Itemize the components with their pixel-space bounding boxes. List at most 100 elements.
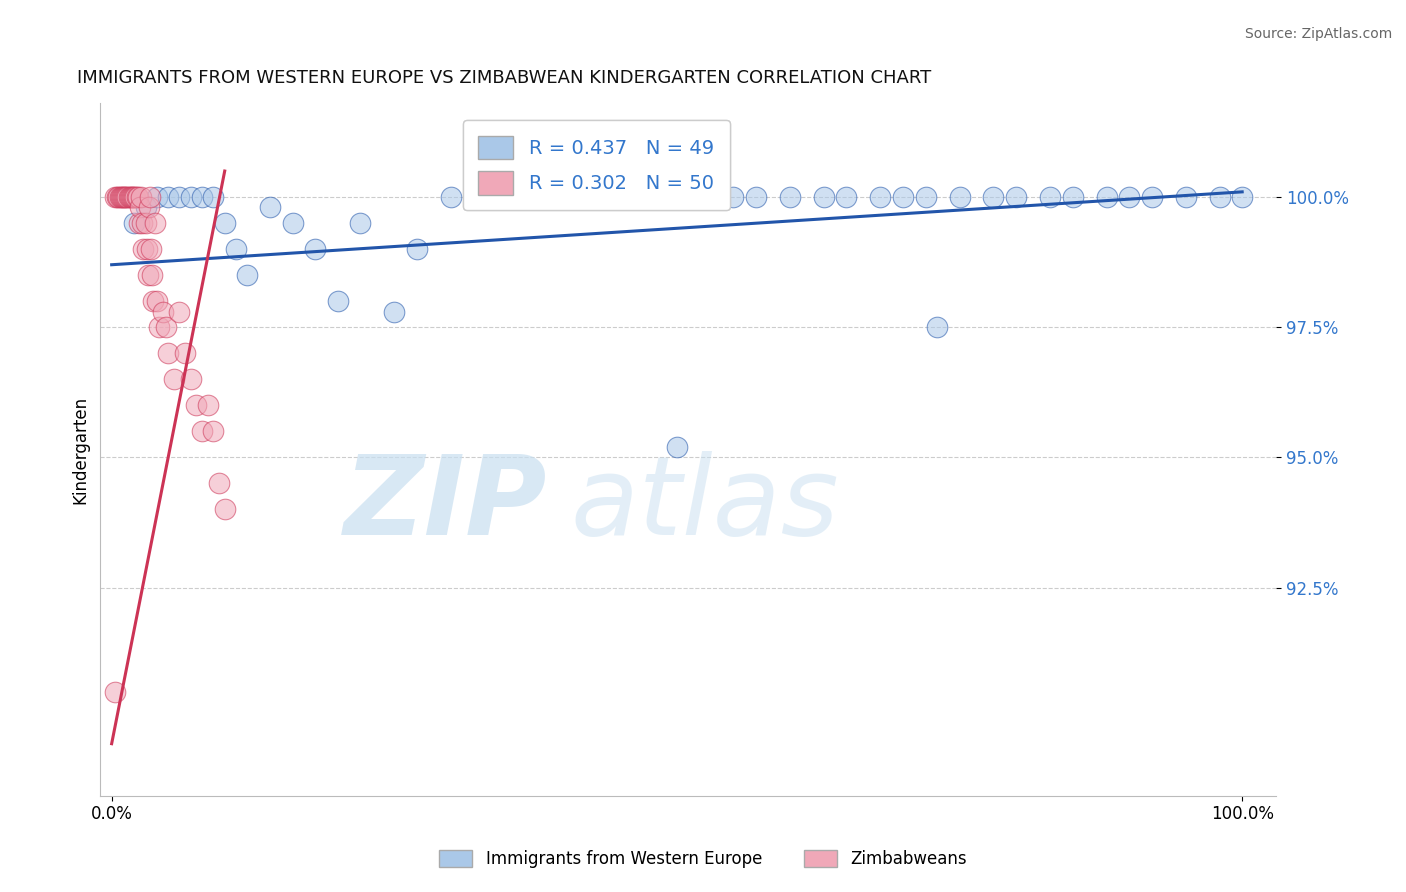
Point (132, 242, 155, 256)
Y-axis label: Kindergarten: Kindergarten (72, 395, 89, 504)
Point (121, 190, 143, 204)
Point (508, 190, 530, 204)
Point (108, 190, 131, 204)
Point (869, 190, 891, 204)
Point (146, 190, 169, 204)
Point (208, 476, 231, 491)
Point (136, 268, 159, 282)
Point (129, 190, 152, 204)
Point (225, 242, 247, 256)
Point (169, 304, 191, 318)
Point (723, 190, 745, 204)
Point (609, 190, 631, 204)
Text: ZIP: ZIP (343, 451, 547, 558)
Point (157, 190, 180, 204)
Point (259, 201, 281, 215)
Point (191, 190, 214, 204)
Point (118, 190, 141, 204)
Point (142, 294, 165, 309)
Point (1005, 190, 1028, 204)
Point (135, 242, 157, 256)
Point (643, 190, 665, 204)
Point (148, 320, 170, 334)
Point (835, 190, 858, 204)
Point (191, 425, 214, 439)
Point (665, 190, 688, 204)
Point (135, 216, 157, 230)
Point (139, 190, 162, 204)
Point (202, 190, 225, 204)
Point (114, 190, 136, 204)
Point (1118, 190, 1140, 204)
Point (1174, 190, 1197, 204)
Point (141, 268, 163, 282)
Point (326, 294, 349, 309)
Point (111, 190, 134, 204)
Legend: Immigrants from Western Europe, Zimbabweans: Immigrants from Western Europe, Zimbabwe… (432, 843, 974, 875)
Point (779, 190, 801, 204)
Point (129, 201, 152, 215)
Text: Source: ZipAtlas.com: Source: ZipAtlas.com (1244, 27, 1392, 41)
Point (152, 304, 174, 318)
Point (112, 190, 135, 204)
Point (349, 216, 371, 230)
Point (214, 216, 236, 230)
Point (983, 190, 1005, 204)
Point (214, 502, 236, 516)
Point (745, 190, 768, 204)
Point (304, 242, 326, 256)
Point (382, 304, 405, 318)
Point (124, 190, 146, 204)
Legend: R = 0.437   N = 49, R = 0.302   N = 50: R = 0.437 N = 49, R = 0.302 N = 50 (463, 120, 730, 211)
Point (891, 190, 914, 204)
Text: atlas: atlas (571, 451, 839, 558)
Point (575, 190, 598, 204)
Point (1039, 190, 1062, 204)
Point (146, 294, 169, 309)
Point (105, 190, 128, 204)
Point (131, 216, 153, 230)
Point (117, 190, 139, 204)
Point (1230, 190, 1253, 204)
Point (143, 216, 166, 230)
Point (111, 190, 134, 204)
Point (117, 190, 139, 204)
Text: IMMIGRANTS FROM WESTERN EUROPE VS ZIMBABWEAN KINDERGARTEN CORRELATION CHART: IMMIGRANTS FROM WESTERN EUROPE VS ZIMBAB… (77, 69, 931, 87)
Point (406, 242, 429, 256)
Point (202, 425, 225, 439)
Point (197, 398, 219, 412)
Point (1208, 190, 1230, 204)
Point (122, 190, 145, 204)
Point (948, 190, 970, 204)
Point (157, 346, 180, 360)
Point (1062, 190, 1084, 204)
Point (813, 190, 835, 204)
Point (104, 190, 127, 204)
Point (553, 190, 575, 204)
Point (120, 190, 142, 204)
Point (474, 190, 496, 204)
Point (186, 398, 208, 412)
Point (110, 190, 132, 204)
Point (128, 216, 150, 230)
Point (122, 190, 145, 204)
Point (1095, 190, 1118, 204)
Point (925, 320, 948, 334)
Point (127, 190, 149, 204)
Point (122, 216, 145, 230)
Point (914, 190, 936, 204)
Point (135, 201, 157, 215)
Point (174, 346, 197, 360)
Point (236, 268, 259, 282)
Point (169, 190, 191, 204)
Point (138, 201, 160, 215)
Point (115, 190, 138, 204)
Point (1140, 190, 1163, 204)
Point (125, 190, 148, 204)
Point (530, 190, 553, 204)
Point (155, 320, 177, 334)
Point (281, 216, 304, 230)
Point (180, 190, 202, 204)
Point (104, 684, 127, 698)
Point (665, 440, 688, 454)
